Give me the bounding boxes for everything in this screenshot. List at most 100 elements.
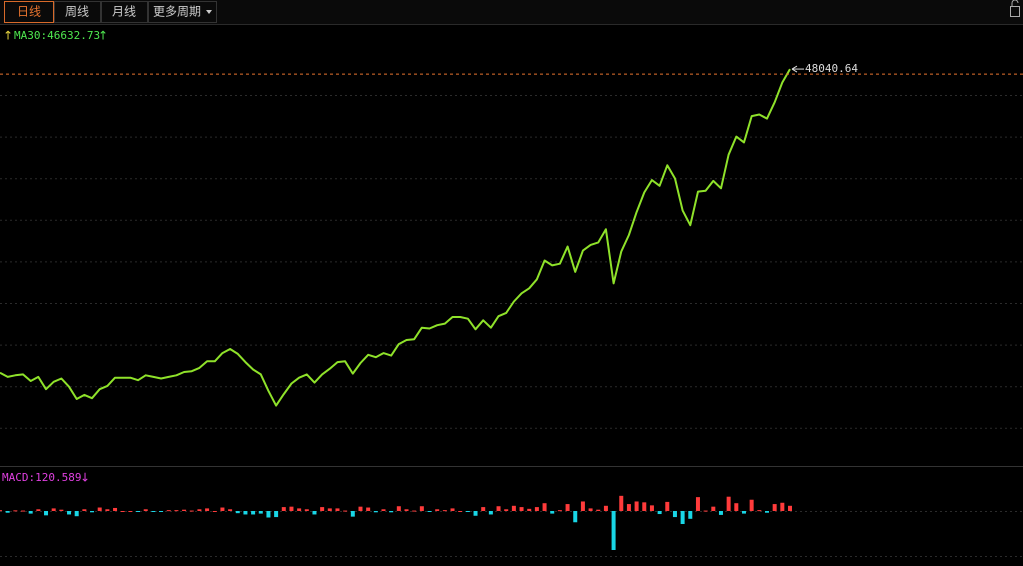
macd-bar [82, 509, 87, 511]
macd-bar [128, 511, 133, 512]
tab-label[interactable]: 更多周期 [153, 5, 201, 19]
tab[interactable] [101, 1, 148, 23]
callout-arrowhead [791, 65, 798, 73]
macd-bar [688, 511, 693, 519]
macd-bar [304, 509, 309, 511]
macd-bar [726, 496, 731, 511]
macd-bar [381, 509, 386, 511]
tab-active[interactable] [4, 1, 54, 23]
last-price-label: 48040.64 [805, 62, 858, 75]
macd-bar [120, 511, 125, 512]
macd-bar [212, 511, 217, 512]
macd-bar [703, 510, 708, 512]
macd-bar [588, 508, 593, 511]
macd-bar [97, 507, 102, 511]
macd-bar [734, 503, 739, 511]
macd-bar [772, 504, 777, 511]
macd-bar [764, 511, 769, 513]
tab[interactable] [54, 1, 101, 23]
macd-bar [205, 508, 210, 511]
macd-bar [297, 508, 302, 511]
macd-bar [672, 511, 677, 518]
macd-bar [465, 511, 470, 512]
macd-bar [788, 505, 792, 511]
tab[interactable] [148, 1, 217, 23]
macd-bar [189, 510, 194, 512]
macd-bar [596, 509, 601, 511]
tab-label[interactable]: 月线 [112, 5, 136, 19]
macd-bar [350, 511, 355, 517]
plot: 48040.64 [0, 62, 1023, 550]
macd-bar [36, 509, 41, 511]
macd-bar [197, 509, 202, 511]
macd-bar [718, 511, 723, 515]
macd-bar [136, 511, 141, 512]
ma-arrow: ↑ [3, 29, 13, 43]
macd-bar [603, 505, 608, 511]
macd-bar [320, 507, 325, 511]
macd-bar [634, 501, 639, 511]
tab-label[interactable]: 周线 [65, 5, 89, 19]
dropdown-arrow[interactable] [206, 10, 212, 14]
macd-bar [289, 506, 294, 511]
macd-bar [626, 504, 631, 511]
macd-bar [0, 510, 2, 512]
macd-bar [695, 497, 700, 511]
macd-bar [59, 509, 64, 511]
macd-bar [335, 508, 340, 511]
macd-bar [90, 511, 95, 513]
macd-bar [143, 509, 148, 511]
macd-bar [741, 511, 746, 514]
macd-bar [159, 511, 164, 512]
ma-arrow: ↑ [98, 29, 108, 43]
macd-bar [274, 511, 279, 518]
macd-bar [174, 510, 179, 512]
macd-bar [435, 509, 440, 511]
macd-bar [412, 510, 417, 512]
ma-label: MA30:46632.73 [14, 29, 100, 42]
macd-bar [550, 511, 555, 514]
macd-bar [580, 501, 585, 511]
macd-bar [757, 510, 762, 512]
macd-bar [780, 502, 785, 511]
macd-bar [642, 502, 647, 511]
macd-bar [527, 508, 532, 511]
macd-bar [749, 499, 754, 511]
macd-bar [404, 509, 409, 511]
macd-bar [373, 511, 378, 513]
macd-bar [442, 510, 447, 512]
macd-bar [649, 505, 654, 511]
macd-bar [51, 508, 56, 511]
macd-bar [711, 506, 716, 511]
macd-bar [105, 509, 110, 511]
macd-bar [504, 509, 509, 511]
macd-bar [557, 510, 562, 512]
toolbar [0, 0, 1023, 24]
tab-label[interactable]: 日线 [17, 5, 41, 19]
macd-bar [228, 509, 233, 511]
macd-bar [565, 504, 570, 511]
macd-bar [542, 503, 547, 511]
macd-bar [389, 511, 394, 513]
macd-bar [67, 511, 72, 515]
macd-bar [235, 511, 240, 514]
macd-bar [473, 511, 478, 516]
macd-bar [488, 511, 493, 515]
macd-bar [166, 510, 171, 512]
macd-bar [458, 511, 463, 512]
macd-bar [28, 511, 33, 514]
macd-bar [573, 511, 578, 523]
macd-bar [113, 507, 118, 511]
lock-icon[interactable] [1010, 6, 1020, 17]
macd-bar [481, 507, 486, 511]
lock-shackle [1011, 0, 1019, 6]
macd-bar [450, 508, 455, 511]
macd-bar [13, 510, 18, 512]
macd-bar [258, 511, 263, 514]
macd-bar [281, 507, 286, 511]
macd-bar [496, 506, 501, 511]
macd-bar [519, 507, 524, 511]
